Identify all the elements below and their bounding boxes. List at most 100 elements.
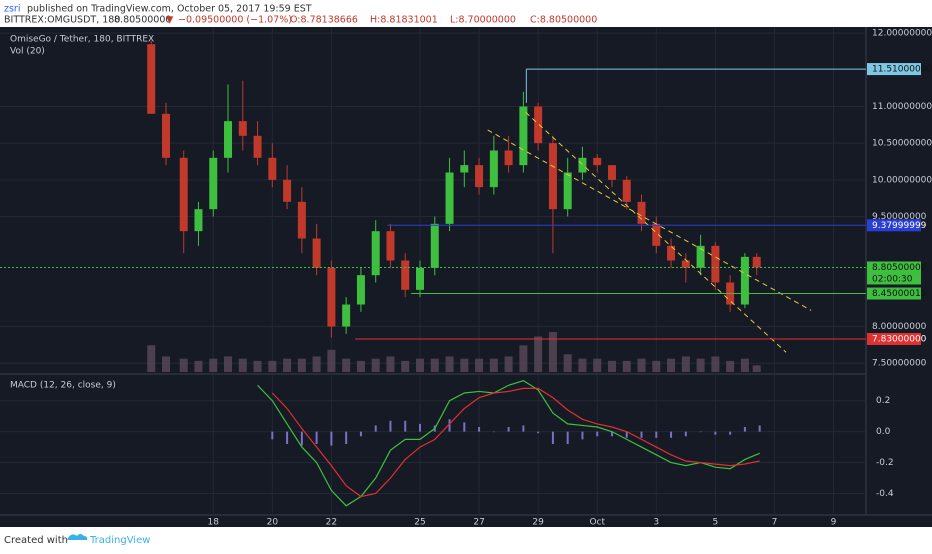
price-tag-label: 8.80500000 xyxy=(872,263,927,273)
volume-bar xyxy=(194,360,203,372)
volume-bar xyxy=(416,358,425,372)
volume-bar xyxy=(342,358,351,372)
volume-bar xyxy=(238,358,247,372)
change-arrow: ▼ xyxy=(166,15,174,26)
candle-body xyxy=(312,238,321,268)
volume-bar xyxy=(578,358,587,372)
histogram-bar xyxy=(699,431,702,433)
y-tick-label: 9.50000000 xyxy=(872,212,927,222)
candle-body xyxy=(268,157,277,180)
chart-bg xyxy=(0,27,932,527)
price-tag xyxy=(867,261,921,274)
histogram-bar xyxy=(507,427,510,432)
candle-body xyxy=(371,231,380,276)
candle-body xyxy=(386,231,395,261)
y-tick-label: 8.00000000 xyxy=(872,322,927,332)
y-tick-label: 7.50000000 xyxy=(872,359,927,369)
volume-bar xyxy=(371,358,380,372)
volume-bar xyxy=(504,356,513,372)
candle-body xyxy=(534,106,543,144)
histogram-bar xyxy=(743,427,746,432)
y-tick-label: 12.00000000 xyxy=(872,29,932,39)
histogram-bar xyxy=(359,431,362,437)
volume-bar xyxy=(460,358,469,372)
volume-bar xyxy=(752,365,761,372)
y-tick-label: 10.50000000 xyxy=(872,139,932,149)
histogram-bar xyxy=(581,431,584,440)
histogram-bar xyxy=(463,422,466,432)
volume-bar xyxy=(401,360,410,372)
y-tick-label: 0.2 xyxy=(876,396,890,406)
candle-body xyxy=(637,201,646,224)
trend-line xyxy=(487,129,812,311)
candle-body xyxy=(460,165,469,173)
histogram-bar xyxy=(625,431,628,438)
histogram-bar xyxy=(345,431,348,444)
histogram-bar xyxy=(522,425,525,432)
x-tick-label: 3 xyxy=(653,518,659,528)
volume-bar xyxy=(563,354,572,372)
candle-body xyxy=(356,275,365,305)
tradingview-logo xyxy=(67,534,88,540)
volume-bar xyxy=(622,360,631,372)
candle-body xyxy=(342,304,351,327)
histogram-bar xyxy=(566,431,569,444)
volume-bar xyxy=(161,356,170,372)
x-tick-label: 5 xyxy=(712,518,718,528)
histogram-bar xyxy=(758,425,761,432)
histogram-bar xyxy=(670,431,673,438)
volume-bar xyxy=(430,358,439,372)
candle-body xyxy=(667,245,676,261)
histogram-bar xyxy=(374,425,377,432)
volume-bar xyxy=(179,358,188,372)
histogram-bar xyxy=(448,419,451,432)
candle-body xyxy=(283,179,292,202)
brand[interactable]: TradingView xyxy=(89,535,150,546)
candle-body xyxy=(548,143,557,210)
last-price: 8.80500000 xyxy=(114,15,171,26)
ohlc-value: C:8.80500000 xyxy=(530,15,597,26)
volume-bar xyxy=(534,336,543,372)
author[interactable]: zsri xyxy=(4,4,20,15)
x-tick-label: 27 xyxy=(473,518,484,528)
candle-body xyxy=(519,106,528,166)
macd-line xyxy=(271,387,760,498)
volume-bar xyxy=(681,356,690,372)
symbol: BITTREX:OMGUSDT, 180 xyxy=(4,15,120,26)
countdown: 02:00:30 xyxy=(872,274,913,284)
histogram-bar xyxy=(655,431,658,438)
histogram-bar xyxy=(419,423,422,432)
volume-bar xyxy=(637,358,646,372)
volume-label: Vol (20) xyxy=(10,47,45,57)
price-pane-title: OmiseGo / Tether, 180, BITTREX xyxy=(10,35,154,45)
histogram-bar xyxy=(596,431,599,437)
histogram-bar xyxy=(714,431,717,435)
volume-bar xyxy=(386,356,395,372)
volume-bar xyxy=(224,356,233,372)
candle-body xyxy=(416,267,425,290)
volume-bar xyxy=(740,358,749,372)
histogram-bar xyxy=(684,431,687,437)
histogram-bar xyxy=(286,431,289,444)
x-tick-label: 18 xyxy=(208,518,220,528)
volume-bar xyxy=(593,358,602,372)
volume-bar xyxy=(283,358,292,372)
volume-bar xyxy=(253,360,262,372)
price-tag-label: 7.83000000 xyxy=(872,334,927,344)
candle-body xyxy=(489,150,498,188)
y-tick-label: 0.0 xyxy=(876,427,891,437)
y-tick-label: 11.00000000 xyxy=(872,102,932,112)
volume-bar xyxy=(209,358,218,372)
volume-bar xyxy=(312,356,321,372)
price-tag xyxy=(867,332,921,345)
histogram-bar xyxy=(389,420,392,432)
candle-body xyxy=(209,157,218,210)
candle-body xyxy=(681,260,690,268)
y-tick-label: -0.4 xyxy=(876,489,894,499)
candle-body xyxy=(253,135,262,158)
volume-bar xyxy=(489,358,498,372)
price-tag xyxy=(867,63,921,76)
candle-body xyxy=(238,121,247,136)
histogram-bar xyxy=(610,431,613,437)
